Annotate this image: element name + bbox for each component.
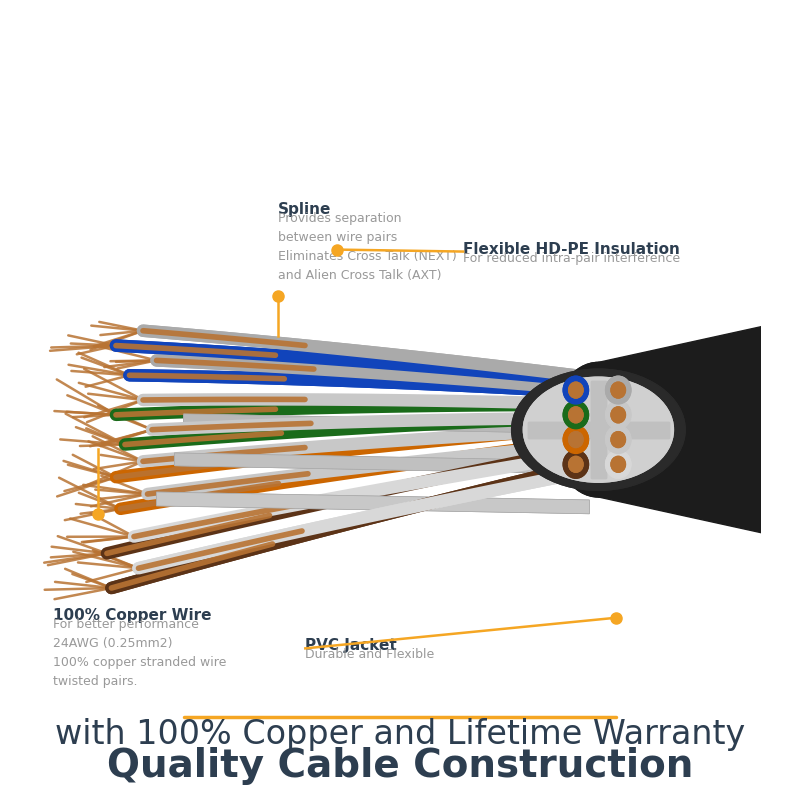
Polygon shape bbox=[591, 382, 606, 478]
Text: Durable and Flexible: Durable and Flexible bbox=[306, 648, 434, 662]
Text: For better performance
24AWG (0.25mm2)
100% copper stranded wire
twisted pairs.: For better performance 24AWG (0.25mm2) 1… bbox=[53, 618, 226, 688]
Circle shape bbox=[569, 432, 583, 447]
Circle shape bbox=[563, 426, 589, 454]
Circle shape bbox=[563, 450, 589, 478]
Circle shape bbox=[606, 401, 631, 429]
Polygon shape bbox=[183, 414, 590, 434]
Circle shape bbox=[569, 457, 583, 472]
Text: Flexible HD-PE Insulation: Flexible HD-PE Insulation bbox=[463, 242, 680, 257]
Circle shape bbox=[563, 426, 589, 454]
Text: with 100% Copper and Lifetime Warranty: with 100% Copper and Lifetime Warranty bbox=[55, 718, 745, 751]
Ellipse shape bbox=[523, 378, 674, 482]
Ellipse shape bbox=[523, 378, 674, 482]
Circle shape bbox=[563, 401, 589, 429]
Polygon shape bbox=[591, 382, 606, 478]
Circle shape bbox=[611, 457, 626, 472]
Polygon shape bbox=[528, 422, 669, 438]
Polygon shape bbox=[174, 453, 590, 474]
Circle shape bbox=[606, 401, 631, 429]
Text: Spline: Spline bbox=[278, 202, 332, 217]
Circle shape bbox=[606, 376, 631, 404]
Circle shape bbox=[569, 407, 583, 422]
Ellipse shape bbox=[551, 362, 646, 497]
Circle shape bbox=[569, 407, 583, 422]
Polygon shape bbox=[598, 323, 778, 537]
Circle shape bbox=[563, 376, 589, 404]
Polygon shape bbox=[157, 492, 590, 514]
Circle shape bbox=[606, 450, 631, 478]
Polygon shape bbox=[528, 422, 669, 438]
Polygon shape bbox=[174, 453, 590, 474]
Text: 100% Copper Wire: 100% Copper Wire bbox=[53, 608, 211, 622]
Circle shape bbox=[611, 432, 626, 447]
Circle shape bbox=[611, 407, 626, 422]
Text: Quality Cable Construction: Quality Cable Construction bbox=[107, 747, 693, 785]
Text: Provides separation
between wire pairs
Eliminates Cross Talk (NEXT)
and Alien Cr: Provides separation between wire pairs E… bbox=[278, 212, 457, 282]
Text: PVC Jacket: PVC Jacket bbox=[306, 638, 397, 654]
Polygon shape bbox=[157, 492, 590, 514]
Circle shape bbox=[606, 376, 631, 404]
Circle shape bbox=[606, 450, 631, 478]
Text: For reduced intra-pair interference: For reduced intra-pair interference bbox=[463, 251, 680, 265]
Circle shape bbox=[563, 401, 589, 429]
Polygon shape bbox=[183, 414, 590, 434]
Circle shape bbox=[569, 457, 583, 472]
Circle shape bbox=[569, 382, 583, 398]
Circle shape bbox=[563, 376, 589, 404]
Ellipse shape bbox=[512, 369, 685, 490]
Ellipse shape bbox=[551, 362, 646, 497]
Circle shape bbox=[606, 426, 631, 454]
Circle shape bbox=[611, 382, 626, 398]
Circle shape bbox=[611, 432, 626, 447]
Circle shape bbox=[606, 426, 631, 454]
Circle shape bbox=[569, 432, 583, 447]
Circle shape bbox=[611, 382, 626, 398]
Circle shape bbox=[611, 407, 626, 422]
Circle shape bbox=[611, 457, 626, 472]
Ellipse shape bbox=[512, 369, 685, 490]
Circle shape bbox=[569, 382, 583, 398]
Circle shape bbox=[563, 450, 589, 478]
